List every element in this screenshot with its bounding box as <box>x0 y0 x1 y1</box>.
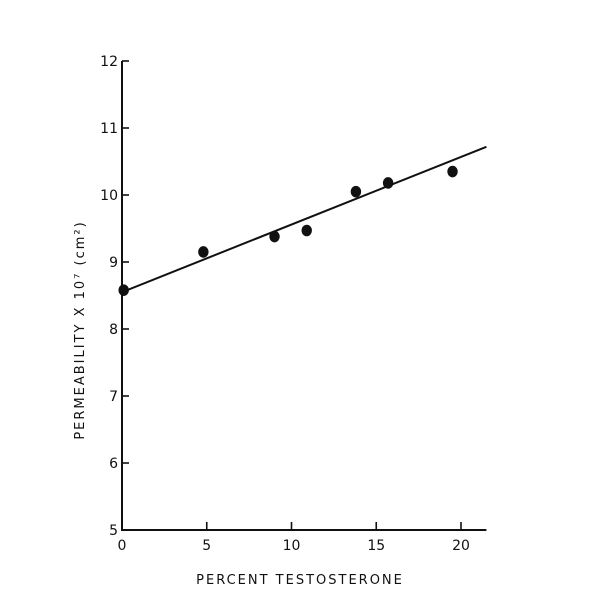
y-tick-label: 7 <box>109 389 118 405</box>
y-axis-title: PERMEABILITY X 10⁷ (cm²) <box>73 220 88 439</box>
data-point <box>382 177 394 189</box>
y-tick-label: 5 <box>109 523 118 539</box>
data-point <box>269 230 280 243</box>
x-axis-ticks: 0 5 10 15 20 <box>118 522 470 554</box>
x-tick-label: 10 <box>283 538 301 554</box>
y-tick-label: 12 <box>100 54 118 70</box>
y-tick-label: 8 <box>109 322 118 338</box>
x-tick-label: 15 <box>367 538 385 554</box>
y-tick-label: 10 <box>100 188 118 204</box>
regression-line <box>121 145 487 294</box>
x-tick-label: 20 <box>452 538 470 554</box>
y-tick-label: 9 <box>109 255 118 271</box>
x-axis-title: PERCENT TESTOSTERONE <box>196 573 404 588</box>
y-axis-ticks: 5 6 7 8 9 10 11 12 <box>100 54 129 539</box>
x-tick-label: 0 <box>118 538 127 554</box>
x-tick-label: 5 <box>202 538 211 554</box>
data-point <box>198 246 209 258</box>
y-tick-label: 11 <box>100 121 118 137</box>
data-point <box>301 224 312 237</box>
data-points <box>118 165 458 296</box>
data-point <box>118 284 129 296</box>
regression-line-group <box>121 145 487 294</box>
chart-axes <box>121 61 487 531</box>
data-point <box>447 165 458 178</box>
y-tick-label: 6 <box>109 456 118 472</box>
data-point <box>350 185 362 198</box>
axis-frame <box>121 61 487 531</box>
